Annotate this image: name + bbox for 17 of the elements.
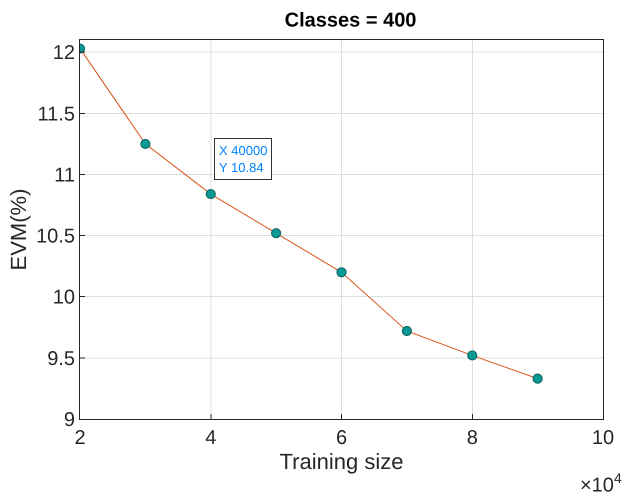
y-tick-label: 11.5	[38, 103, 75, 126]
y-tick-label: 10.5	[36, 226, 75, 248]
text: ×10$^{4}$	[580, 470, 622, 496]
y-axis-title: EVM(%)	[6, 188, 31, 270]
annotation: X 40000 Y 10.84	[219, 143, 268, 175]
y-tick-label: 11	[54, 164, 75, 186]
x-tick-label: 6	[336, 427, 348, 449]
y-tick-label: 12	[52, 42, 75, 64]
x-tick-label: 8	[466, 427, 478, 449]
y-tick-label: 9	[64, 409, 75, 431]
x-tick-label: 2	[74, 427, 86, 449]
y-tick-label: 9.5	[47, 348, 75, 370]
chart-title: Classes = 400	[284, 9, 416, 32]
x-axis-title: Training size	[280, 449, 404, 474]
x-tick-label: 4	[205, 427, 216, 449]
y-tick-label: 10	[52, 286, 75, 309]
x-tick-label: 10	[592, 427, 614, 449]
